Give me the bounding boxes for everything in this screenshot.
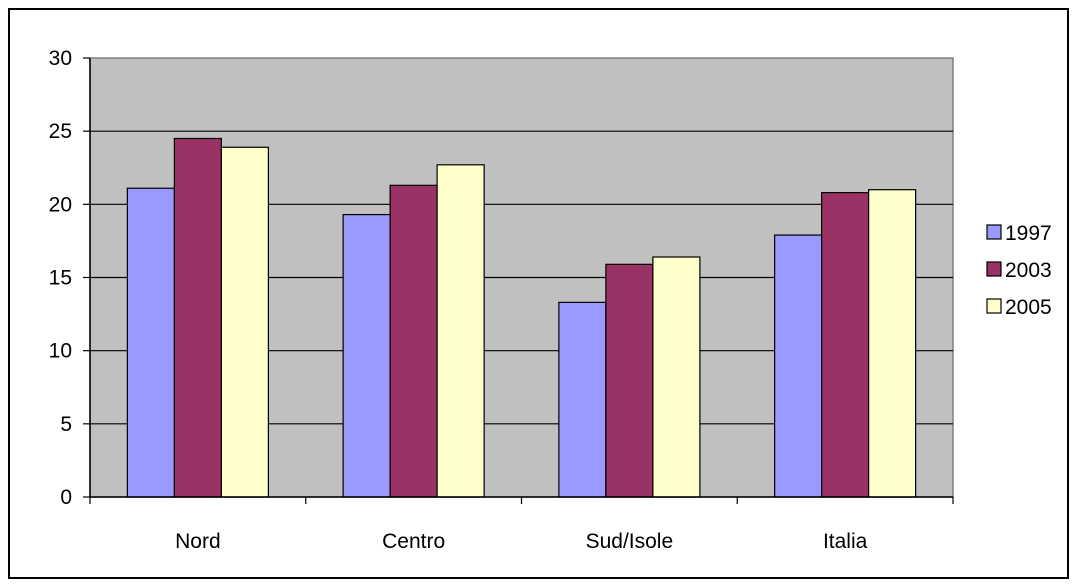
- bar-1997-centro: [342, 213, 391, 498]
- bar-2005-nord: [220, 146, 269, 498]
- legend-swatch-2005: [986, 298, 1002, 314]
- y-axis-tick-labels: 0 5 10 15 20 25 30: [49, 47, 72, 509]
- y-tick-label: 15: [49, 267, 72, 290]
- bars: [126, 137, 917, 498]
- legend-swatch-2003: [986, 261, 1002, 277]
- axes: [83, 57, 954, 504]
- x-category-label: Sud/Isole: [586, 530, 674, 553]
- y-tick-label: 25: [49, 120, 72, 143]
- legend-label-1997: 1997: [1005, 222, 1052, 245]
- bar-2003-italia: [821, 192, 870, 498]
- legend-label-2005: 2005: [1005, 296, 1052, 319]
- legend-label-2003: 2003: [1005, 259, 1052, 282]
- bar-1997-nord: [126, 187, 175, 498]
- bar-2003-sud-isole: [605, 263, 654, 498]
- x-category-label: Italia: [823, 530, 868, 553]
- y-tick-label: 30: [49, 47, 72, 70]
- bar-2003-nord: [173, 137, 222, 498]
- y-tick-label: 10: [49, 340, 72, 363]
- y-tick-label: 0: [60, 486, 72, 509]
- bar-2003-centro: [389, 184, 438, 498]
- legend: 1997 2003 2005: [986, 222, 1052, 319]
- bar-1997-sud-isole: [558, 301, 607, 498]
- y-tick-label: 20: [49, 193, 72, 216]
- x-category-label: Nord: [175, 530, 221, 553]
- bar-1997-italia: [774, 234, 823, 498]
- x-axis-category-labels: Nord Centro Sud/Isole Italia: [175, 530, 868, 553]
- legend-swatch-1997: [986, 224, 1002, 240]
- bar-2005-italia: [868, 189, 917, 498]
- bar-2005-centro: [436, 164, 485, 498]
- y-tick-label: 5: [60, 413, 72, 436]
- x-category-label: Centro: [382, 530, 445, 553]
- bar-2005-sud-isole: [652, 256, 701, 498]
